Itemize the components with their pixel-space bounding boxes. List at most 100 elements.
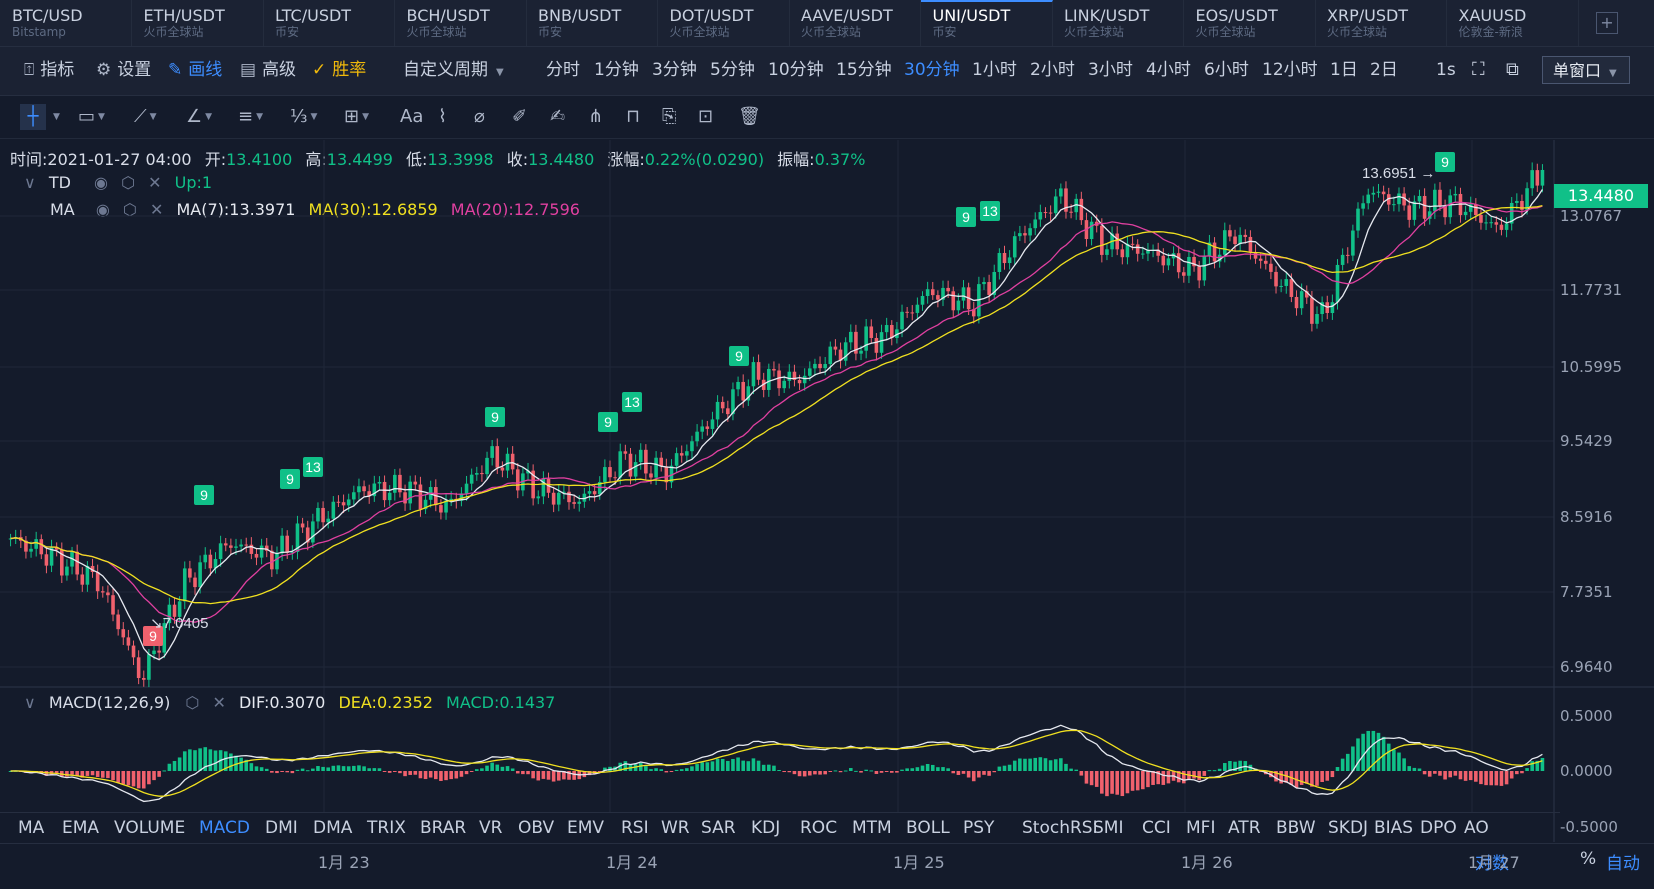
indicator-option[interactable]: ROC	[800, 818, 838, 838]
indicator-option[interactable]: AO	[1464, 818, 1489, 838]
close-icon[interactable]: ✕	[212, 693, 226, 712]
indicator-option[interactable]: CCI	[1142, 818, 1171, 838]
collapse-icon[interactable]: ∨	[24, 693, 36, 712]
symbol-tab[interactable]: LINK/USDT 火币全球站	[1052, 0, 1184, 46]
magnet-icon[interactable]: ⋔	[588, 106, 604, 127]
log-scale-toggle[interactable]: 对数	[1475, 854, 1509, 874]
crosshair-icon[interactable]: ┼	[20, 104, 46, 130]
period-option[interactable]: 分时	[546, 60, 580, 80]
screenshot-icon[interactable]: ⊡	[698, 106, 714, 127]
indicator-option[interactable]: VOLUME	[114, 818, 186, 838]
indicator-option[interactable]: SMI	[1093, 818, 1124, 838]
indicator-option[interactable]: MA	[18, 818, 45, 838]
advanced-button[interactable]: ▤ 高级	[240, 59, 296, 81]
period-option[interactable]: 2小时	[1030, 60, 1075, 80]
indicator-option[interactable]: StochRSI	[1022, 818, 1098, 838]
macd-bar	[787, 771, 792, 773]
eye-icon[interactable]: ◉	[95, 200, 110, 219]
gear-icon[interactable]: ⬡	[185, 693, 200, 712]
measure-icon[interactable]: ⊞ ▼	[344, 106, 370, 127]
trash-icon[interactable]: 🗑	[738, 106, 761, 127]
lock-icon[interactable]: ⊓	[626, 106, 641, 127]
marker-icon[interactable]: ✐	[512, 106, 528, 127]
add-tab-button[interactable]: +	[1596, 12, 1618, 34]
indicator-option[interactable]: TRIX	[367, 818, 406, 838]
indicator-option[interactable]: OBV	[518, 818, 555, 838]
winrate-button[interactable]: ✓ 胜率	[312, 59, 366, 81]
indicator-option[interactable]: KDJ	[751, 818, 781, 838]
indicator-option[interactable]: RSI	[621, 818, 649, 838]
indicator-option[interactable]: MTM	[852, 818, 892, 838]
indicator-option[interactable]: MACD	[199, 818, 250, 838]
indicator-option[interactable]: EMV	[567, 818, 605, 838]
eraser-icon[interactable]: ⌀	[474, 106, 485, 127]
indicator-option[interactable]: DPO	[1420, 818, 1457, 838]
indicator-option[interactable]: BBW	[1276, 818, 1316, 838]
period-option[interactable]: 10分钟	[768, 60, 824, 80]
close-icon[interactable]: ✕	[149, 200, 164, 219]
draw-button[interactable]: ✎ 画线	[168, 59, 222, 81]
auto-scale-toggle[interactable]: 自动	[1606, 854, 1640, 874]
period-option[interactable]: 2日	[1370, 60, 1398, 80]
indicator-option[interactable]: BOLL	[906, 818, 950, 838]
indicator-option[interactable]: SAR	[701, 818, 736, 838]
brush-icon[interactable]: ⌇	[438, 106, 447, 127]
indicator-option[interactable]: BRAR	[420, 818, 467, 838]
settings-button[interactable]: ⚙ 设置	[96, 59, 151, 81]
indicator-option[interactable]: WR	[661, 818, 690, 838]
ruler-icon[interactable]: ▭ ▼	[78, 106, 105, 127]
symbol-tab[interactable]: AAVE/USDT 火币全球站	[789, 0, 921, 46]
fullscreen-icon[interactable]: ⛶	[1472, 59, 1485, 80]
symbol-tab[interactable]: XAUUSD 伦敦金-新浪	[1447, 0, 1579, 46]
custom-period-dropdown[interactable]: 自定义周期 ▼	[403, 59, 504, 84]
indicator-option[interactable]: DMI	[265, 818, 298, 838]
copy-icon[interactable]: ⎘	[662, 106, 677, 127]
symbol-tab[interactable]: XRP/USDT 火币全球站	[1315, 0, 1447, 46]
symbol-tab[interactable]: BCH/USDT 火币全球站	[395, 0, 527, 46]
symbol-tab[interactable]: EOS/USDT 火币全球站	[1184, 0, 1316, 46]
gear-icon[interactable]: ⬡	[122, 200, 137, 219]
highlighter-icon[interactable]: ✍	[550, 106, 566, 127]
period-option[interactable]: 5分钟	[710, 60, 755, 80]
symbol-tab[interactable]: DOT/USDT 火币全球站	[658, 0, 790, 46]
indicator-button[interactable]: ⍐ 指标	[24, 59, 74, 81]
period-option[interactable]: 1分钟	[594, 60, 639, 80]
text-icon[interactable]: Aa	[400, 106, 424, 127]
trend-line-icon[interactable]: ⟋ ▼	[134, 106, 157, 127]
symbol-tab[interactable]: BTC/USD Bitstamp	[0, 0, 132, 46]
indicator-option[interactable]: MFI	[1186, 818, 1216, 838]
gear-icon[interactable]: ⬡	[121, 173, 136, 192]
percent-scale-toggle[interactable]: %	[1580, 849, 1597, 869]
period-option[interactable]: 6小时	[1204, 60, 1249, 80]
caret-down-icon[interactable]: ▼	[53, 112, 60, 122]
period-option[interactable]: 1日	[1330, 60, 1358, 80]
period-option[interactable]: 3分钟	[652, 60, 697, 80]
indicator-option[interactable]: VR	[479, 818, 503, 838]
symbol-tab[interactable]: ETH/USDT 火币全球站	[132, 0, 264, 46]
symbol-tab[interactable]: LTC/USDT 币安	[263, 0, 395, 46]
period-option[interactable]: 30分钟	[904, 60, 960, 80]
fibonacci-icon[interactable]: ⅓ ▼	[290, 106, 318, 127]
parallel-lines-icon[interactable]: ≡ ▼	[238, 106, 264, 127]
period-option[interactable]: 4小时	[1146, 60, 1191, 80]
symbol-tab[interactable]: UNI/USDT 币安	[920, 0, 1053, 46]
period-option[interactable]: 15分钟	[836, 60, 892, 80]
symbol-tab[interactable]: BNB/USDT 币安	[526, 0, 658, 46]
window-mode-select[interactable]: 单窗口 ▼	[1542, 56, 1630, 84]
period-option[interactable]: 1小时	[972, 60, 1017, 80]
indicator-option[interactable]: SKDJ	[1328, 818, 1369, 838]
angle-icon[interactable]: ∠ ▼	[186, 106, 213, 127]
indicator-option[interactable]: DMA	[313, 818, 353, 838]
popout-icon[interactable]: ⧉	[1506, 59, 1519, 80]
period-option[interactable]: 12小时	[1262, 60, 1318, 80]
close-icon[interactable]: ✕	[148, 173, 162, 192]
indicator-option[interactable]: ATR	[1228, 818, 1261, 838]
indicator-option[interactable]: EMA	[62, 818, 100, 838]
indicator-option[interactable]: BIAS	[1374, 818, 1414, 838]
collapse-icon[interactable]: ∨	[24, 173, 36, 192]
realtime-interval[interactable]: 1s	[1436, 59, 1456, 81]
period-option[interactable]: 3小时	[1088, 60, 1133, 80]
candle-body	[925, 289, 930, 296]
indicator-option[interactable]: PSY	[963, 818, 995, 838]
eye-icon[interactable]: ◉	[94, 173, 108, 192]
